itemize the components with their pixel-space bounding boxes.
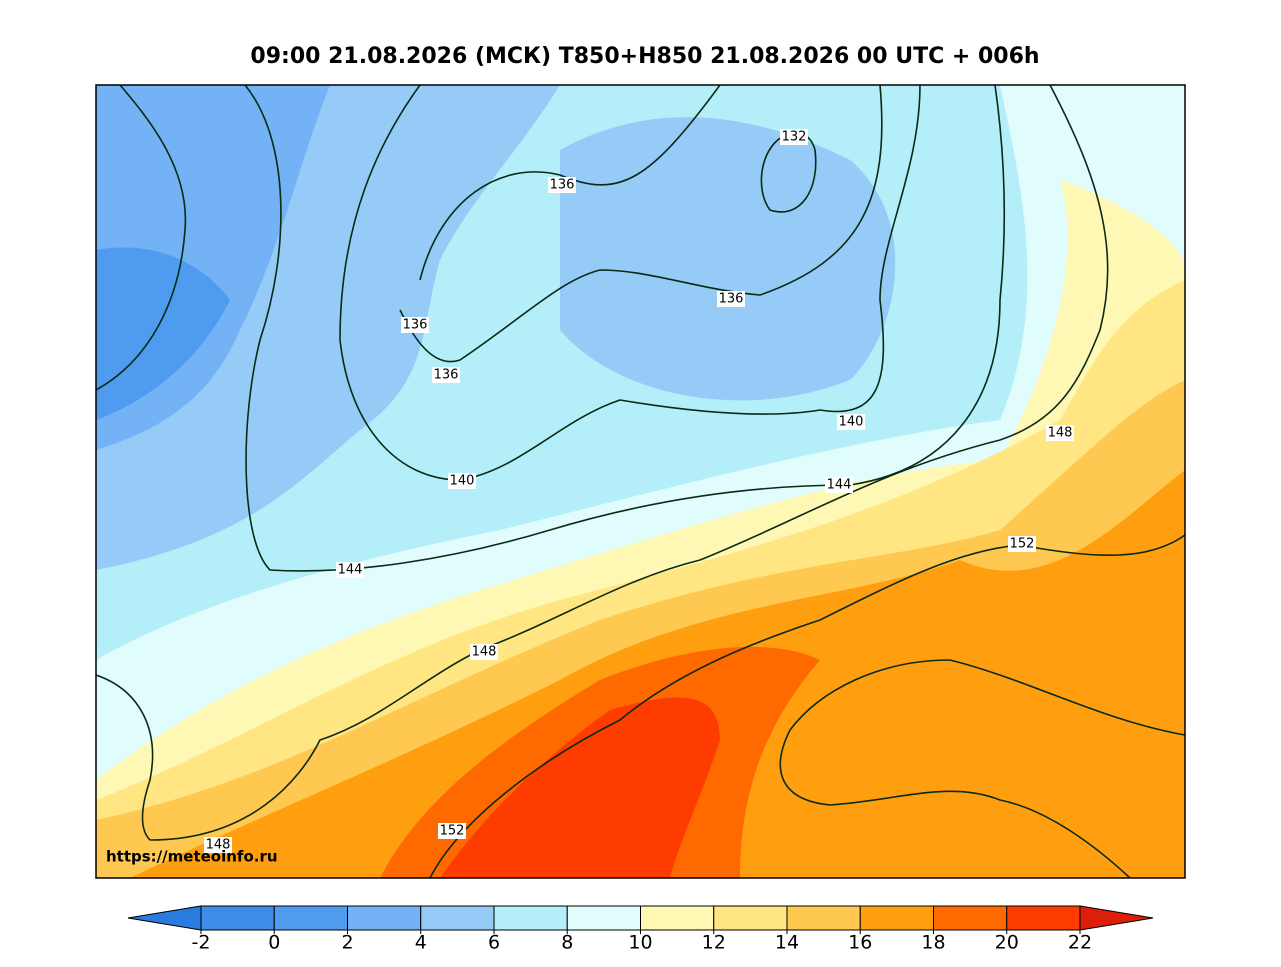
contour-label-bg (470, 644, 498, 660)
colorbar-segment (713, 905, 788, 931)
contour-label-bg (548, 177, 576, 193)
contour (149, 85, 1109, 841)
contour-label: 136 (434, 368, 459, 383)
contour (244, 85, 1006, 572)
contour (339, 85, 921, 481)
contour-label: 136 (550, 178, 575, 193)
contour-label-bg (438, 823, 466, 839)
map-area: 132 136 136 136 136 140 140 144 144 148 148 148 152 1… (96, 85, 1185, 878)
colorbar-segment (200, 905, 275, 931)
contour-label-bg (1008, 536, 1036, 552)
contour-label-bg (837, 414, 865, 430)
colorbar-tick-label: 8 (561, 932, 573, 954)
contour-label-bg (825, 477, 853, 493)
contour-label: 152 (440, 824, 465, 839)
colorbar-tick-label: 22 (1068, 932, 1092, 954)
contour-label: 148 (206, 838, 231, 853)
contour-label: 144 (827, 478, 852, 493)
colorbar-tick-label: 6 (488, 932, 500, 954)
colorbar: -2 0 2 4 6 8 10 12 14 16 18 20 22 (127, 905, 1154, 954)
contour-label: 144 (338, 563, 363, 578)
contour-label: 132 (782, 130, 807, 145)
contour (96, 85, 187, 391)
colorbar-segment (1006, 905, 1081, 931)
contour-label-bg (1046, 425, 1074, 441)
contour-label-bg (432, 367, 460, 383)
colorbar-tick-label: 18 (921, 932, 945, 954)
colorbar-tick-label: -2 (192, 932, 211, 954)
field-4b (560, 117, 896, 401)
contour-label: 152 (1010, 537, 1035, 552)
colorbar-segment (640, 905, 715, 931)
colorbar-segment (273, 905, 348, 931)
colorbar-tick-label: 16 (848, 932, 872, 954)
colorbar-segment (493, 905, 568, 931)
title: 09:00 21.08.2026 (МСК) T850+H850 21.08.2… (250, 44, 1039, 69)
contour-label-bg (336, 562, 364, 578)
colorbar-segment (566, 905, 641, 931)
contour-label: 140 (839, 415, 864, 430)
colorbar-segment (859, 905, 934, 931)
colorbar-tick-label: 14 (775, 932, 799, 954)
contour-label: 148 (472, 645, 497, 660)
contour-label: 136 (403, 318, 428, 333)
colorbar-segment (786, 905, 861, 931)
contour-label: 140 (450, 474, 475, 489)
colorbar-segment (420, 905, 495, 931)
colorbar-over (1079, 905, 1154, 931)
colorbar-under (127, 905, 202, 931)
contour (399, 85, 883, 363)
colorbar-tick-label: 20 (995, 932, 1019, 954)
field-0 (96, 247, 230, 420)
colorbar-tick-label: 12 (702, 932, 726, 954)
contour-label-bg (448, 473, 476, 489)
colorbar-tick-label: 10 (628, 932, 652, 954)
contour-label: 148 (1048, 426, 1073, 441)
colorbar-tick-label: 2 (341, 932, 353, 954)
contour-label: 136 (719, 292, 744, 307)
colorbar-tick-label: 4 (415, 932, 427, 954)
contour (779, 659, 1185, 878)
contour (96, 674, 154, 841)
field-20 (440, 697, 720, 878)
contour-label-bg (204, 837, 232, 853)
contour-label-bg (401, 317, 429, 333)
contour-label-bg (780, 129, 808, 145)
colorbar-segment (933, 905, 1008, 931)
map-frame (95, 84, 1186, 879)
contour-label-bg (717, 291, 745, 307)
contour (429, 534, 1185, 878)
colorbar-segment (347, 905, 422, 931)
watermark: https://meteoinfo.ru (106, 848, 278, 866)
colorbar-tick-label: 0 (268, 932, 280, 954)
